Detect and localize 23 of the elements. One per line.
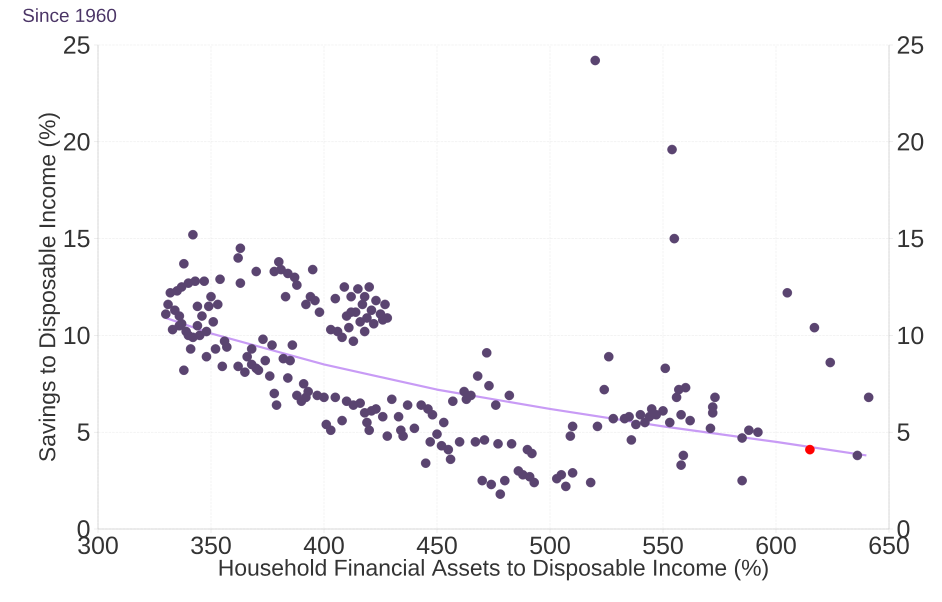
x-tick-label: 400 [304,536,344,554]
y-tick-label: 15 [64,230,90,248]
y-tick-label: 0 [78,520,90,538]
y-tick-label: 5 [78,424,90,441]
x-tick-label: 650 [869,536,909,554]
y2-tick-label: 0 [898,520,910,538]
x-tick-label: 600 [756,536,796,554]
y2-tick-label: 10 [898,326,924,344]
y-tick-label: 25 [64,36,90,54]
y2-tick-label: 20 [898,132,924,151]
x-tick-label: 500 [530,536,570,554]
y-axis-title: Savings to Disposable Income (%) [38,113,60,462]
x-tick-label: 450 [416,536,457,554]
x-tick-label: 300 [78,536,118,554]
x-tick-label: 550 [643,536,683,554]
y-tick-label: 20 [64,132,90,151]
y2-tick-label: 5 [898,424,910,441]
y2-tick-label: 15 [898,230,924,248]
x-axis-title: Household Financial Assets to Disposable Income (%) [220,558,768,580]
chart-title: Since 1960 [23,8,116,22]
y2-tick-label: 25 [898,36,924,54]
x-tick-label: 350 [191,536,231,554]
y-tick-label: 10 [64,326,90,344]
